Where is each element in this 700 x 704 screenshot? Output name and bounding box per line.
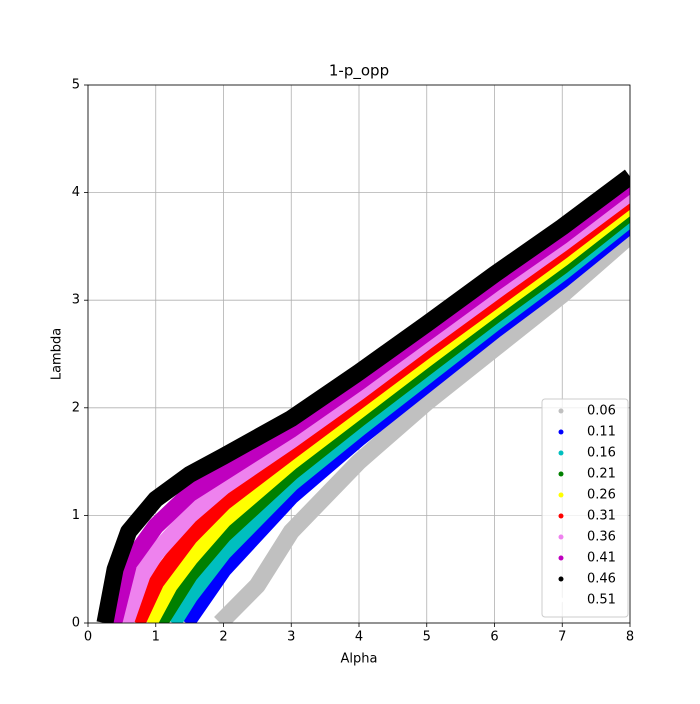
legend-marker bbox=[558, 429, 564, 435]
legend-marker bbox=[558, 555, 564, 561]
legend-box bbox=[541, 398, 629, 618]
legend-marker bbox=[558, 450, 564, 456]
x-tick-label: 0 bbox=[84, 630, 92, 645]
x-tick-label: 4 bbox=[355, 630, 363, 645]
x-axis-label: Alpha bbox=[341, 652, 378, 667]
series-band bbox=[214, 229, 630, 623]
legend-marker bbox=[558, 597, 564, 603]
legend-marker bbox=[558, 534, 564, 540]
legend-marker bbox=[558, 492, 564, 498]
y-tick-label: 3 bbox=[72, 293, 80, 308]
legend: 0.06 0.11 0.16 0.21 0.26 0.31 0.36 0.41 0.46 0.51 bbox=[541, 398, 629, 618]
legend-label: 0.06 bbox=[587, 404, 616, 419]
y-tick-label: 1 bbox=[72, 508, 80, 523]
y-tick-label: 4 bbox=[72, 185, 80, 200]
x-tick-label: 2 bbox=[219, 630, 227, 645]
legend-marker bbox=[558, 513, 564, 519]
legend-label: 0.11 bbox=[587, 425, 616, 440]
legend-marker bbox=[558, 576, 564, 582]
x-tick-label: 5 bbox=[423, 630, 431, 645]
chart-title: 1-p_opp bbox=[329, 62, 389, 81]
x-tick-label: 3 bbox=[287, 630, 295, 645]
legend-label: 0.26 bbox=[587, 488, 616, 503]
x-tick-label: 7 bbox=[558, 630, 566, 645]
legend-label: 0.51 bbox=[587, 593, 616, 608]
plot-data bbox=[96, 169, 630, 623]
y-axis-label: Lambda bbox=[50, 328, 65, 380]
legend-label: 0.36 bbox=[587, 530, 616, 545]
legend-label: 0.41 bbox=[587, 551, 616, 566]
y-tick-label: 0 bbox=[72, 616, 80, 631]
y-tick-label: 2 bbox=[72, 400, 80, 415]
legend-label: 0.31 bbox=[587, 509, 616, 524]
legend-label: 0.46 bbox=[587, 572, 616, 587]
axes: 0 1 2 3 4 5 6 7 8 0 1 2 3 4 5 bbox=[72, 78, 634, 645]
legend-marker bbox=[558, 408, 564, 414]
y-tick-label: 5 bbox=[72, 78, 80, 93]
x-tick-label: 1 bbox=[152, 630, 160, 645]
series-band bbox=[96, 169, 630, 623]
x-tick-label: 8 bbox=[626, 630, 634, 645]
legend-label: 0.16 bbox=[587, 446, 616, 461]
legend-label: 0.21 bbox=[587, 467, 616, 482]
x-tick-label: 6 bbox=[490, 630, 498, 645]
legend-marker bbox=[558, 471, 564, 477]
